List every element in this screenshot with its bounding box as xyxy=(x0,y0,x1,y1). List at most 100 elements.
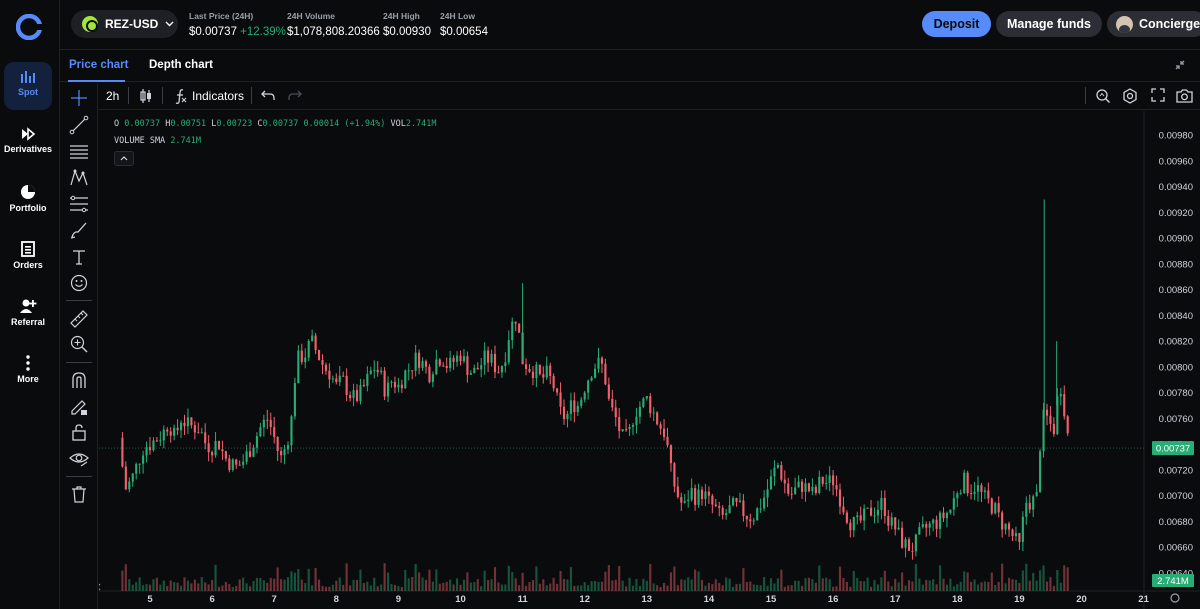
nav-portfolio[interactable]: Portfolio xyxy=(4,176,52,224)
price-tick-label: 0.00700 xyxy=(1159,491,1193,502)
brush-icon[interactable] xyxy=(69,220,89,240)
candle-body xyxy=(614,407,617,418)
horizontal-lines-icon[interactable] xyxy=(69,142,89,162)
manage-funds-button[interactable]: Manage funds xyxy=(996,11,1102,37)
timeframe-button[interactable]: 2h xyxy=(106,89,120,103)
volume-bar xyxy=(821,578,824,591)
candle-body xyxy=(152,440,155,451)
time-tick-label: 18 xyxy=(952,594,963,605)
function-icon[interactable] xyxy=(174,88,188,104)
eye-icon[interactable] xyxy=(69,448,89,468)
time-tick-label: 15 xyxy=(766,594,777,605)
candle-body xyxy=(121,437,124,467)
candlestick-type-icon[interactable] xyxy=(139,88,153,104)
volume-bar xyxy=(614,579,617,591)
add-user-icon xyxy=(19,299,36,313)
volume-bar xyxy=(904,585,907,591)
volume-bar xyxy=(224,582,227,591)
volume-bar xyxy=(349,585,352,591)
time-tick-label: 14 xyxy=(704,594,715,605)
volume-bar xyxy=(242,577,245,591)
volume-bar xyxy=(307,568,310,591)
concierge-button[interactable]: Concierge xyxy=(1107,11,1200,37)
volume-bar xyxy=(455,578,459,591)
candle-body xyxy=(621,429,624,432)
price-tick-label: 0.00720 xyxy=(1159,465,1193,476)
volume-bar xyxy=(314,567,317,591)
candle-body xyxy=(411,370,414,372)
fullscreen-icon[interactable] xyxy=(1151,88,1165,102)
volume-bar xyxy=(431,581,434,591)
candle-body xyxy=(259,427,262,436)
nav-orders[interactable]: Orders xyxy=(4,233,52,281)
price-chart-area[interactable]: 0.00980 0.00960 0.00940 0.00920 0.00900 0.008… xyxy=(96,111,1200,609)
volume-bar xyxy=(790,585,793,591)
candle-body xyxy=(1004,523,1007,530)
candle-body xyxy=(504,362,507,367)
nav-spot[interactable]: Spot xyxy=(4,62,52,110)
ruler-icon[interactable] xyxy=(69,309,89,329)
pattern-tool-icon[interactable] xyxy=(69,168,89,188)
tab-price-chart[interactable]: Price chart xyxy=(69,59,129,71)
fib-retracement-icon[interactable] xyxy=(69,194,89,214)
candle-body xyxy=(742,500,745,516)
deposit-button[interactable]: Deposit xyxy=(922,11,991,37)
nav-more[interactable]: More xyxy=(4,347,52,395)
settings-icon[interactable] xyxy=(1122,88,1138,104)
candlestick-chart[interactable]: 0.00980 0.00960 0.00940 0.00920 0.00900 0.008… xyxy=(96,111,1200,609)
volume-bar xyxy=(863,581,866,591)
candle-body xyxy=(462,356,466,362)
candle-body xyxy=(766,489,769,498)
volume-bar xyxy=(890,586,893,591)
tab-depth-chart[interactable]: Depth chart xyxy=(149,59,213,71)
candle-body xyxy=(945,512,949,519)
nav-derivatives[interactable]: Derivatives xyxy=(4,119,52,167)
magnet-icon[interactable] xyxy=(69,370,89,390)
legend-collapse-button[interactable] xyxy=(114,151,134,166)
camera-icon[interactable] xyxy=(1176,88,1193,103)
toolbar-divider xyxy=(128,87,129,104)
price-tick-label: 0.00780 xyxy=(1159,388,1193,399)
volume-bar xyxy=(573,585,576,591)
stat-24h-low: 24H Low $0.00654 xyxy=(440,11,488,38)
volume-bar xyxy=(262,580,265,591)
volume-bar xyxy=(373,577,376,591)
coinbase-logo-icon[interactable] xyxy=(16,14,42,40)
candle-body xyxy=(452,357,455,362)
candle-body xyxy=(569,400,572,414)
candle-body xyxy=(390,381,393,383)
volume-bar xyxy=(283,579,286,591)
pair-selector[interactable]: REZ-USD xyxy=(71,10,178,38)
undo-icon[interactable] xyxy=(261,88,275,102)
candle-body xyxy=(1066,416,1069,434)
zoom-search-icon[interactable] xyxy=(1095,88,1111,104)
candle-body xyxy=(148,447,152,451)
collapse-icon[interactable] xyxy=(1174,59,1186,71)
volume-bar xyxy=(324,586,328,591)
price-tick-label: 0.00660 xyxy=(1159,543,1193,554)
lock-pencil-icon[interactable] xyxy=(69,396,89,416)
candle-body xyxy=(756,508,759,521)
zoom-in-icon[interactable] xyxy=(69,334,89,354)
unlock-icon[interactable] xyxy=(69,422,89,442)
volume-bar xyxy=(397,586,400,591)
emoji-icon[interactable] xyxy=(69,273,89,293)
redo-icon[interactable] xyxy=(288,88,302,102)
candle-body xyxy=(283,449,286,456)
nav-referral[interactable]: Referral xyxy=(4,290,52,338)
avatar xyxy=(1116,15,1133,33)
volume-bar xyxy=(652,583,655,591)
candle-body xyxy=(825,482,828,484)
indicators-button[interactable]: Indicators xyxy=(192,89,245,103)
time-tick-label: 7 xyxy=(272,594,277,605)
candle-body xyxy=(1056,396,1059,435)
trash-icon[interactable] xyxy=(69,484,89,504)
candle-body xyxy=(687,499,690,502)
text-tool-icon[interactable] xyxy=(69,247,89,267)
volume-bar xyxy=(376,586,379,591)
candle-body xyxy=(794,487,797,494)
volume-bar xyxy=(245,583,248,591)
legend-change: 0.00014 (+1.94%) xyxy=(303,119,386,129)
trend-line-icon[interactable] xyxy=(69,115,89,135)
crosshair-icon[interactable] xyxy=(69,88,89,108)
